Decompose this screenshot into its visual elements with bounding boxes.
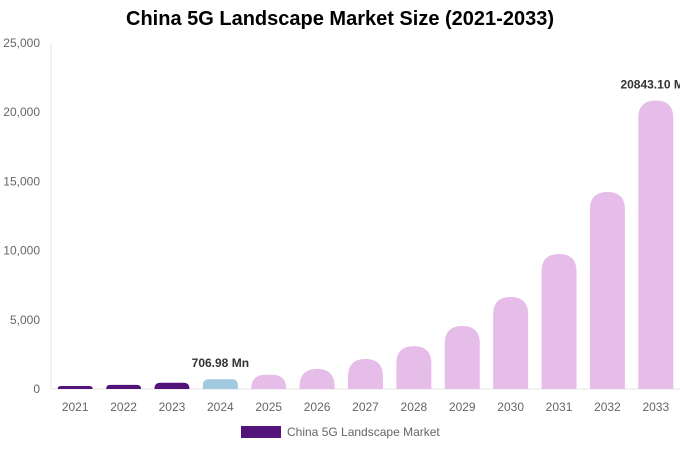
data-label: 20843.10 Mn bbox=[620, 78, 680, 92]
chart-title: China 5G Landscape Market Size (2021-203… bbox=[126, 8, 554, 30]
y-tick-label: 10,000 bbox=[3, 244, 40, 258]
bar-2022 bbox=[106, 384, 142, 389]
bar-2027 bbox=[348, 358, 383, 389]
bar-2021 bbox=[57, 385, 93, 389]
x-tick-label: 2030 bbox=[497, 400, 524, 414]
y-tick-label: 15,000 bbox=[3, 174, 40, 188]
bar-2031 bbox=[541, 254, 577, 389]
bar-2028 bbox=[396, 346, 432, 389]
x-tick-label: 2028 bbox=[401, 400, 428, 414]
data-label: 706.98 Mn bbox=[192, 356, 249, 370]
x-tick-label: 2032 bbox=[594, 400, 621, 414]
x-tick-label: 2021 bbox=[62, 400, 89, 414]
bar-2030 bbox=[493, 296, 529, 389]
y-tick-label: 0 bbox=[33, 382, 40, 396]
legend-label: China 5G Landscape Market bbox=[287, 425, 440, 439]
bar-2025 bbox=[251, 374, 287, 389]
x-tick-label: 2025 bbox=[255, 400, 282, 414]
x-tick-label: 2031 bbox=[546, 400, 573, 414]
x-tick-label: 2022 bbox=[110, 400, 137, 414]
x-tick-label: 2029 bbox=[449, 400, 476, 414]
bar-2023 bbox=[154, 382, 190, 389]
bar-chart: 0 5,000 10,000 15,000 20,000 25,000 2021 2022 20… bbox=[3, 36, 680, 414]
legend-swatch bbox=[241, 426, 281, 438]
bar-2026 bbox=[299, 368, 335, 389]
bar-2024 bbox=[202, 379, 238, 389]
x-tick-label: 2024 bbox=[207, 400, 234, 414]
y-tick-label: 5,000 bbox=[10, 313, 40, 327]
x-tick-label: 2027 bbox=[352, 400, 379, 414]
bar-2029 bbox=[444, 326, 480, 389]
x-tick-label: 2033 bbox=[642, 400, 669, 414]
x-tick-label: 2026 bbox=[304, 400, 331, 414]
x-tick-label: 2023 bbox=[159, 400, 186, 414]
bar-2033 bbox=[638, 100, 674, 389]
y-tick-label: 20,000 bbox=[3, 105, 40, 119]
legend: China 5G Landscape Market bbox=[241, 425, 440, 439]
y-tick-label: 25,000 bbox=[3, 36, 40, 50]
bar-2032 bbox=[589, 192, 625, 389]
